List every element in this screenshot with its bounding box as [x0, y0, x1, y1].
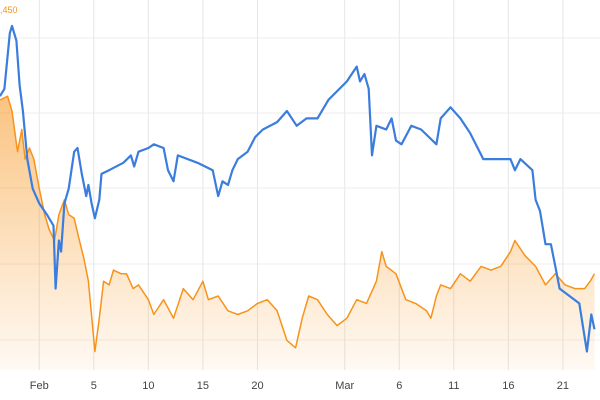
- x-tick-label: Mar: [335, 380, 354, 392]
- line: [0, 24, 596, 353]
- area: [0, 96, 595, 370]
- x-tick-label: 21: [557, 380, 569, 392]
- x-tick-label: 10: [142, 380, 154, 392]
- annotation: ,450: [0, 5, 18, 15]
- x-tick-label: 6: [396, 380, 402, 392]
- x-tick-label: 20: [251, 380, 263, 392]
- x-tick-label: 5: [91, 380, 97, 392]
- x-tick-label: Feb: [30, 380, 49, 392]
- x-tick-label: 15: [197, 380, 209, 392]
- x-tick-label: 16: [502, 380, 514, 392]
- x-tick-label: 11: [448, 380, 459, 392]
